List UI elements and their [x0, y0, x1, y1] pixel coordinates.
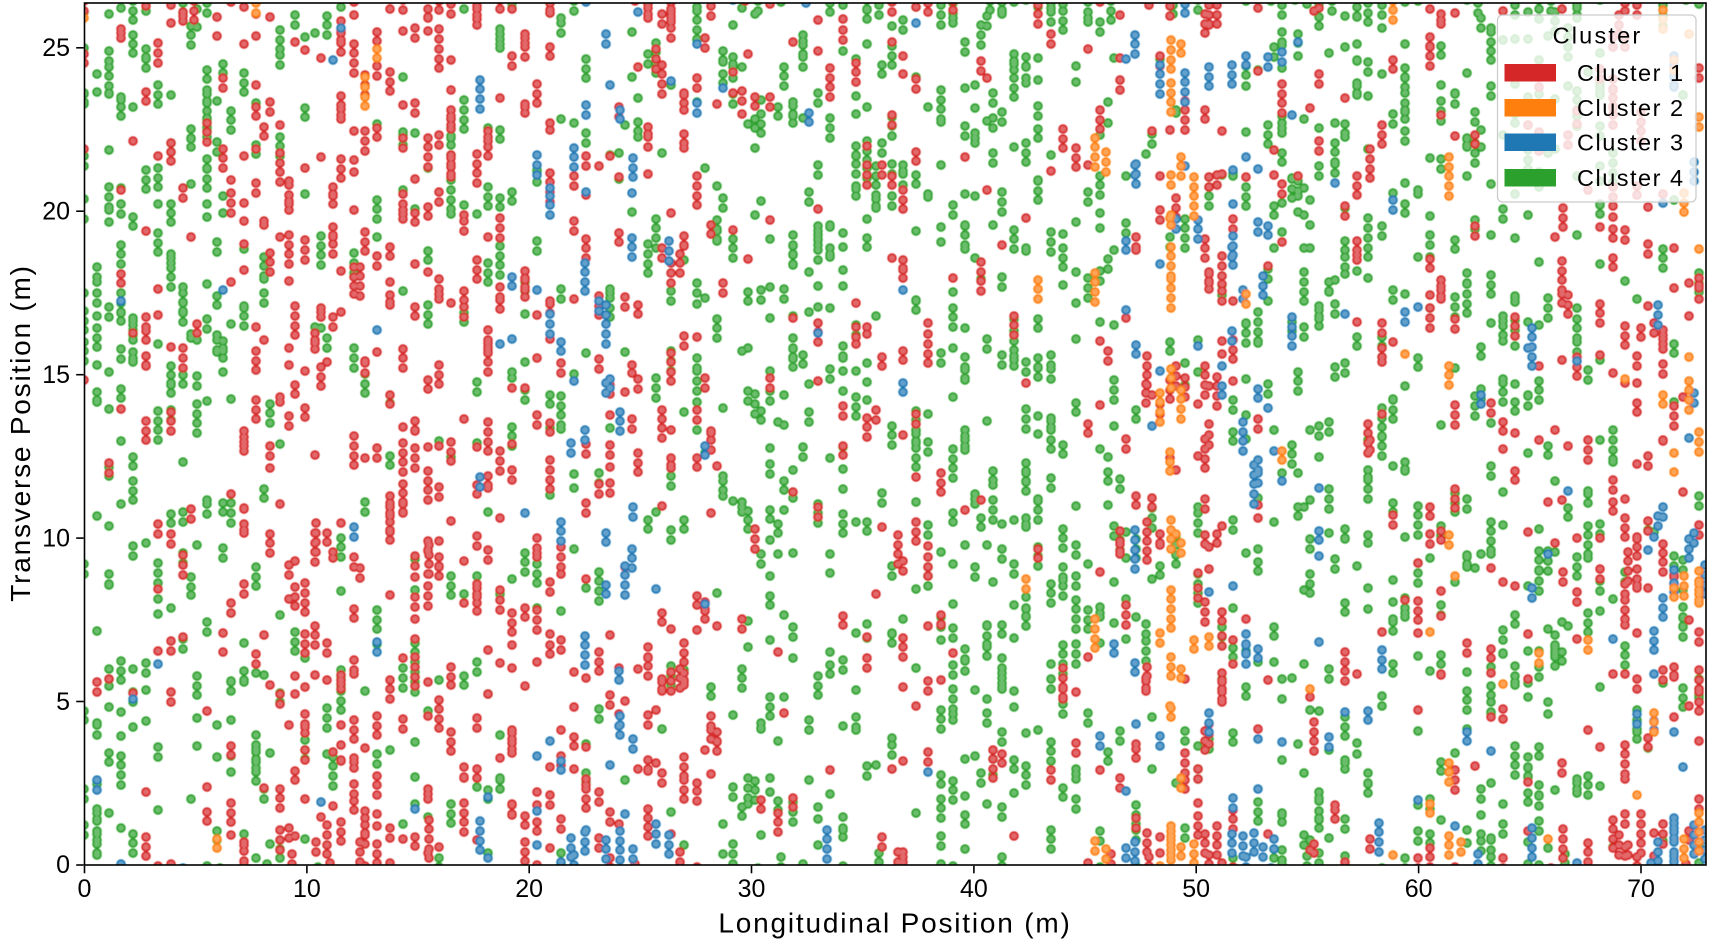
svg-text:Cluster 2: Cluster 2: [1577, 95, 1685, 121]
svg-text:Cluster 1: Cluster 1: [1577, 60, 1685, 86]
svg-text:Cluster 3: Cluster 3: [1577, 129, 1685, 155]
svg-text:Cluster 4: Cluster 4: [1577, 165, 1685, 191]
svg-text:25: 25: [42, 34, 70, 62]
svg-text:20: 20: [515, 875, 543, 903]
svg-text:20: 20: [42, 197, 70, 225]
svg-text:Cluster: Cluster: [1553, 23, 1643, 49]
svg-text:30: 30: [738, 875, 766, 903]
svg-text:Longitudinal Position (m): Longitudinal Position (m): [718, 908, 1071, 939]
svg-text:0: 0: [78, 875, 92, 903]
svg-text:Transverse Position (m): Transverse Position (m): [5, 264, 36, 602]
svg-text:40: 40: [960, 875, 988, 903]
svg-text:60: 60: [1405, 875, 1433, 903]
svg-text:70: 70: [1627, 875, 1655, 903]
svg-text:5: 5: [56, 688, 70, 716]
svg-text:15: 15: [42, 361, 70, 389]
svg-text:0: 0: [56, 851, 70, 879]
svg-text:10: 10: [293, 875, 321, 903]
svg-text:10: 10: [42, 524, 70, 552]
svg-text:50: 50: [1182, 875, 1210, 903]
